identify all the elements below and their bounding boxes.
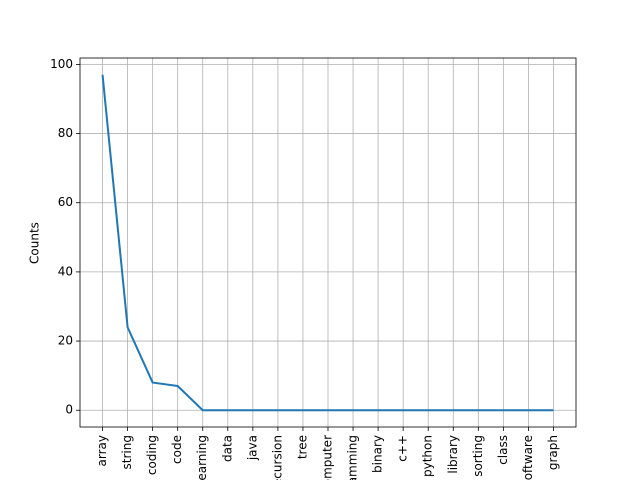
x-tick-label: code [170, 435, 184, 464]
x-tick-label: string [120, 435, 134, 469]
x-tick-label: sorting [471, 435, 485, 477]
y-tick-label: 0 [65, 403, 73, 417]
x-tick-label: tree [295, 435, 309, 459]
x-tick-label: computer [321, 435, 335, 480]
x-tick-label: coding [145, 435, 159, 475]
x-tick-label: graph [546, 435, 560, 470]
x-tick-label: java [245, 435, 259, 461]
x-tick-label: software [521, 435, 535, 480]
x-tick-label: binary [371, 435, 385, 473]
data-line [101, 74, 554, 412]
y-tick-label: 20 [58, 334, 73, 348]
x-tick-label: class [496, 435, 510, 465]
y-axis-label: Counts [28, 222, 42, 264]
x-tick-label: c++ [396, 435, 410, 462]
x-tick-label: python [421, 435, 435, 477]
y-tick-label: 60 [58, 195, 73, 209]
x-tick-label: recursion [270, 435, 284, 480]
y-tick-label: 100 [50, 57, 73, 71]
x-tick-label: programming [346, 435, 360, 480]
y-tick-label: 80 [58, 126, 73, 140]
x-tick-label: array [95, 435, 109, 466]
x-tick-label: learning [195, 435, 209, 480]
plot-frame [79, 57, 577, 428]
x-tick-label: data [220, 435, 234, 462]
y-tick-label: 40 [58, 264, 73, 278]
x-tick-label: library [446, 435, 460, 474]
